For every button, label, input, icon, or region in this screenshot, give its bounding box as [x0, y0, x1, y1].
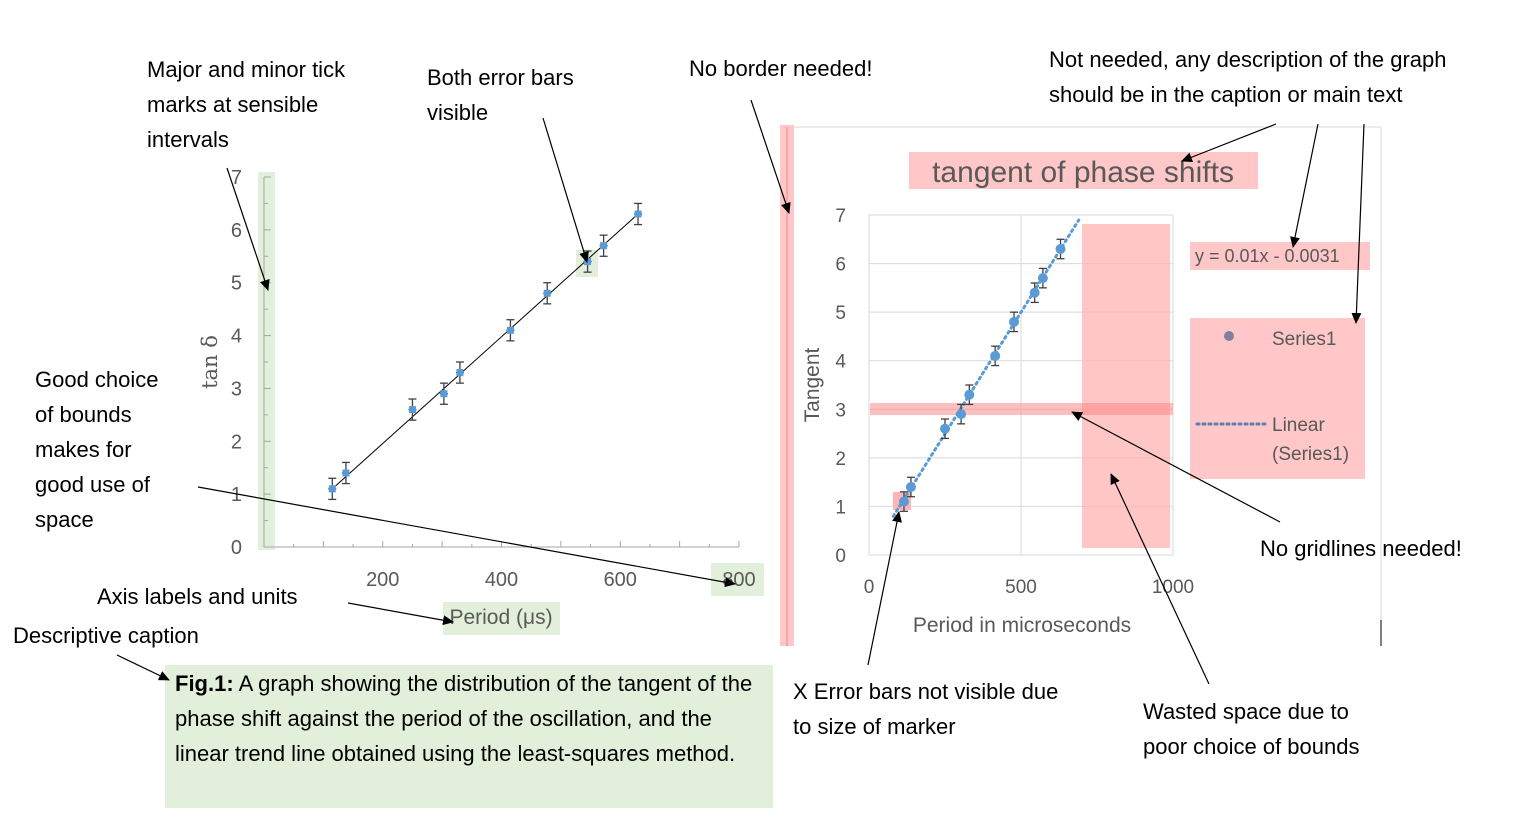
trend-line-dotted: [891, 218, 1081, 518]
y-tick-label: 1: [835, 497, 846, 518]
data-point: [408, 406, 416, 414]
data-point: [342, 469, 350, 477]
annotation-descriptive-caption: Descriptive caption: [13, 623, 199, 648]
annotation-not-needed: Not needed, any description of the graph…: [1049, 47, 1447, 107]
x-tick-label: 600: [604, 569, 637, 591]
data-point: [440, 390, 448, 398]
highlight-title: [909, 152, 1258, 189]
arrow-legend: [1351, 123, 1365, 324]
highlight-x-label: [443, 602, 560, 635]
highlight-wasted-space: [1082, 224, 1170, 548]
x-tick-label: 200: [366, 569, 399, 591]
x-tick-label: 500: [1005, 577, 1037, 598]
y-tick-label: 7: [835, 206, 846, 227]
arrow-caption: [116, 654, 170, 681]
annotation-no-gridlines: No gridlines needed!: [1260, 536, 1462, 561]
bad-chart: tangent of phase shifts 0 1 2 3 4 5 6 7 0 500 100…: [780, 125, 1382, 646]
y-tick-label: 5: [231, 273, 242, 295]
data-point: [543, 289, 551, 297]
data-point: [905, 482, 916, 492]
legend-label-linear-line1: Linear: [1272, 415, 1325, 436]
caption-text: A graph showing the distribution of the …: [175, 671, 753, 766]
x-axis-title: Period (μs): [449, 606, 552, 629]
annotation-wasted-space: Wasted space due to poor choice of bound…: [1143, 699, 1360, 759]
x-tick-label: 1000: [1152, 577, 1194, 598]
arrow-error-bars: [542, 117, 589, 263]
data-point: [456, 369, 464, 377]
y-tick-label: 4: [835, 352, 846, 373]
y-tick-label: 0: [835, 546, 846, 567]
y-axis-title-right: Tangent: [801, 347, 824, 422]
arrow-tick-marks: [226, 167, 270, 291]
data-point: [964, 389, 975, 400]
legend-label-linear: Linear (Series1): [1272, 415, 1349, 465]
y-tick-label: 1: [231, 484, 242, 506]
arrow-bounds: [197, 486, 736, 588]
x-tick-label: 800: [722, 569, 755, 591]
figure-caption: Fig.1: A graph showing the distribution …: [165, 665, 773, 808]
arrow-no-border: [750, 99, 791, 214]
data-point: [1055, 244, 1066, 254]
arrow-gridlines: [1071, 411, 1281, 523]
trend-equation: y = 0.01x - 0.0031: [1195, 246, 1340, 266]
annotation-axis-labels: Axis labels and units: [97, 584, 298, 609]
chart-title: tangent of phase shifts: [932, 156, 1234, 189]
trend-line: [331, 213, 639, 490]
y-tick-label: 6: [231, 220, 242, 242]
annotation-arrows: [116, 99, 1365, 685]
data-point: [634, 210, 642, 218]
annotation-x-error-bars: X Error bars not visible due to size of …: [793, 679, 1059, 739]
x-axis-title-right: Period in microseconds: [913, 614, 1131, 637]
y-axis-title: tan δ: [198, 335, 222, 389]
data-point: [990, 350, 1001, 361]
arrow-wasted-space: [1110, 473, 1210, 685]
highlight-equation: [1190, 242, 1370, 270]
data-point: [584, 258, 592, 266]
annotation-bounds: Good choice of bounds makes for good use…: [35, 367, 159, 532]
highlight-gridline: [870, 403, 1173, 415]
x-tick-label: 400: [485, 569, 518, 591]
annotation-error-bars: Both error bars visible: [427, 65, 574, 125]
highlight-x-max: [711, 563, 764, 596]
annotation-tick-marks: Major and minor tick marks at sensible i…: [147, 57, 346, 152]
y-tick-label: 7: [231, 167, 242, 189]
y-tick-label: 0: [231, 537, 242, 559]
y-tick-label: 2: [231, 431, 242, 453]
legend-label-series1: Series1: [1272, 329, 1336, 350]
data-point: [328, 485, 336, 493]
data-point: [600, 242, 608, 250]
arrow-title: [1181, 123, 1277, 162]
legend-marker-series1: [1224, 331, 1234, 341]
arrow-axis-labels: [347, 602, 454, 626]
data-point: [506, 326, 514, 334]
x-tick-label: 0: [864, 577, 875, 598]
good-chart: 0 1 2 3 4 5 6 7 200 400 600 800 tan δ Period (μs): [198, 167, 764, 635]
caption-label: Fig.1:: [175, 671, 234, 696]
data-point: [1009, 316, 1020, 327]
y-tick-label: 6: [835, 255, 846, 276]
y-tick-label: 5: [835, 303, 846, 324]
annotation-no-border: No border needed!: [689, 56, 873, 81]
data-point: [956, 409, 967, 420]
data-point: [1029, 287, 1040, 298]
data-point: [1037, 273, 1048, 284]
y-tick-label: 3: [231, 378, 242, 400]
data-point: [898, 496, 909, 507]
y-tick-label: 3: [835, 400, 846, 421]
highlight-y-axis: [258, 172, 275, 550]
y-tick-label: 4: [231, 326, 242, 348]
highlight-legend: [1190, 318, 1365, 479]
legend-label-linear-line2: (Series1): [1272, 444, 1349, 465]
data-point: [940, 423, 950, 434]
y-tick-label: 2: [835, 449, 846, 470]
arrow-equation: [1290, 123, 1319, 248]
arrow-x-error: [867, 511, 902, 666]
